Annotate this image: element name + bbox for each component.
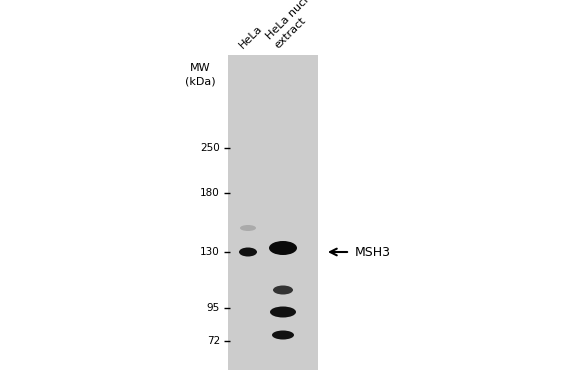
Bar <box>228 55 318 370</box>
Ellipse shape <box>239 248 257 257</box>
Ellipse shape <box>269 241 297 255</box>
Text: (kDa): (kDa) <box>184 77 215 87</box>
Ellipse shape <box>272 330 294 339</box>
Text: 250: 250 <box>200 143 220 153</box>
Text: MSH3: MSH3 <box>355 245 391 259</box>
Text: 130: 130 <box>200 247 220 257</box>
Ellipse shape <box>270 307 296 318</box>
Ellipse shape <box>240 225 256 231</box>
Text: MW: MW <box>190 63 210 73</box>
Text: 72: 72 <box>207 336 220 346</box>
Text: HeLa: HeLa <box>237 23 264 50</box>
Ellipse shape <box>273 285 293 294</box>
Text: HeLa nuclear
extract: HeLa nuclear extract <box>265 0 332 50</box>
Text: 180: 180 <box>200 188 220 198</box>
Text: 95: 95 <box>207 303 220 313</box>
